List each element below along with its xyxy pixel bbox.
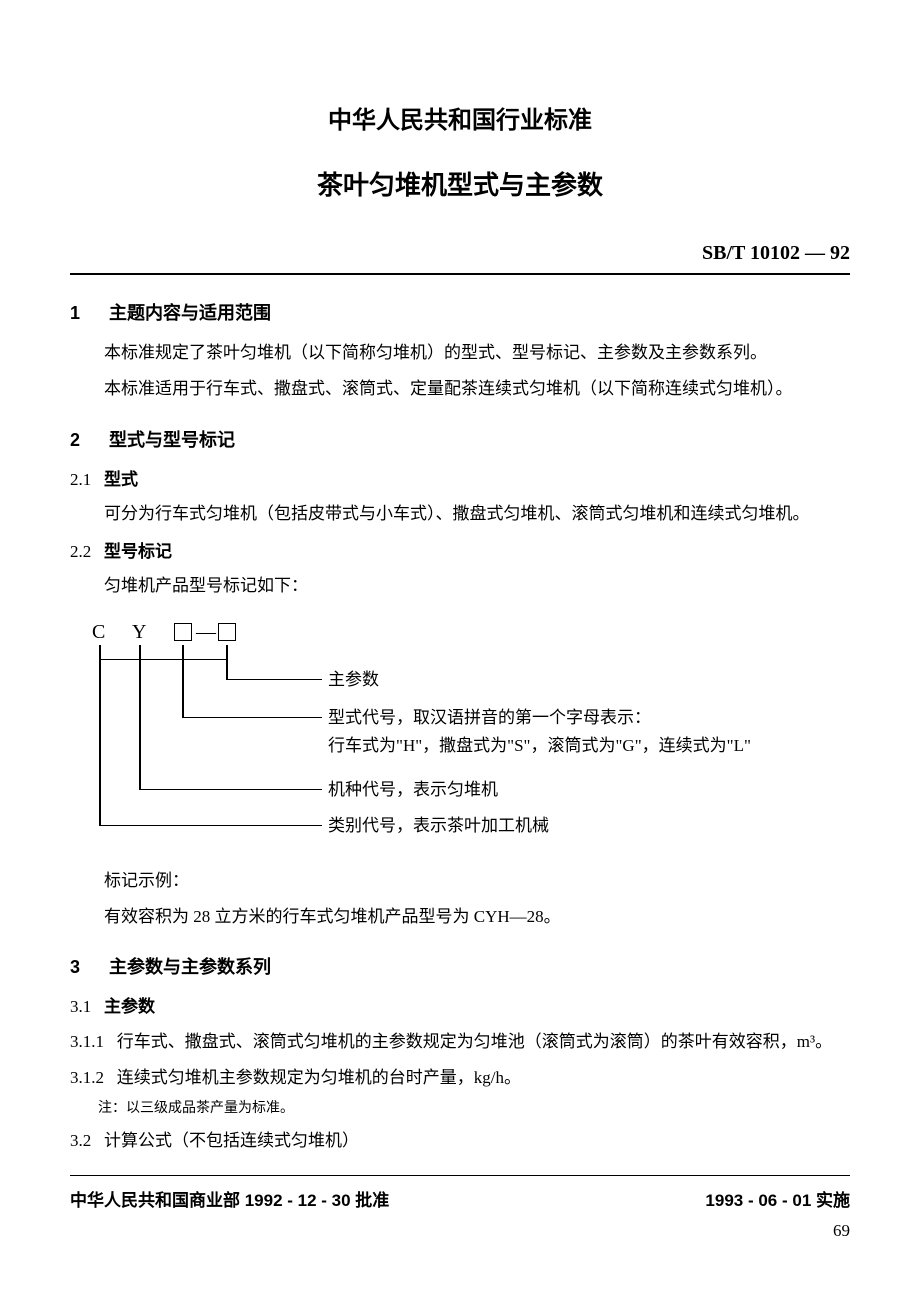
diagram-tick-y [139,645,141,659]
section-2-2-label: 型号标记 [104,542,172,561]
diagram-lead-1 [226,679,322,681]
section-3-1-2-text: 连续式匀堆机主参数规定为匀堆机的台时产量，kg/h。 [117,1068,521,1087]
section-1-num: 1 [70,303,104,324]
example-heading: 标记示例： [70,865,850,897]
bottom-rule [70,1175,850,1176]
section-3-heading: 3 主参数与主参数系列 [70,953,850,979]
footer-approval: 中华人民共和国商业部 1992 - 12 - 30 批准 [70,1186,389,1211]
section-3-2: 3.2 计算公式（不包括连续式匀堆机） [70,1125,850,1157]
document-title: 茶叶匀堆机型式与主参数 [70,165,850,202]
section-3-2-num: 3.2 [70,1131,91,1150]
section-3-1-label: 主参数 [104,997,155,1016]
section-2-1-num: 2.1 [70,470,91,489]
model-code-diagram: C Y — 主参数 型式代号，取汉语拼音的第一个字母表示： 行车式为"H"，撒盘… [92,621,850,851]
diagram-v-box1 [182,659,184,717]
section-3-1-heading: 3.1 主参数 [70,991,850,1023]
top-rule [70,273,850,275]
diagram-v-y [139,659,141,789]
diagram-letter-c: C [92,621,105,644]
standard-header: 中华人民共和国行业标准 [70,100,850,135]
section-2-2-p: 匀堆机产品型号标记如下： [70,570,850,602]
section-3-1-2: 3.1.2 连续式匀堆机主参数规定为匀堆机的台时产量，kg/h。 [70,1062,850,1094]
page-number: 69 [70,1221,850,1241]
section-3-2-text: 计算公式（不包括连续式匀堆机） [104,1131,359,1150]
section-3-1-num: 3.1 [70,997,91,1016]
section-3-1-1: 3.1.1 行车式、撒盘式、滚筒式匀堆机的主参数规定为匀堆池（滚筒式为滚筒）的茶… [70,1026,850,1058]
diagram-lead-4 [99,825,322,827]
section-3-1-1-text: 行车式、撒盘式、滚筒式匀堆机的主参数规定为匀堆池（滚筒式为滚筒）的茶叶有效容积，… [117,1032,832,1051]
section-1-heading: 1 主题内容与适用范围 [70,299,850,325]
section-2-title: 型式与型号标记 [109,430,235,450]
diagram-label-1: 主参数 [328,667,379,693]
example-text: 有效容积为 28 立方米的行车式匀堆机产品型号为 CYH—28。 [70,901,850,933]
section-3-1-1-num: 3.1.1 [70,1032,104,1051]
diagram-v-c [99,659,101,825]
diagram-letter-y: Y [132,621,146,644]
diagram-lead-3 [139,789,322,791]
diagram-tick-c [99,645,101,659]
section-2-2-num: 2.2 [70,542,91,561]
diagram-top-hline [99,659,228,661]
diagram-tick-box1 [182,645,184,659]
footer-implementation: 1993 - 06 - 01 实施 [705,1186,850,1211]
section-3-title: 主参数与主参数系列 [109,957,271,977]
section-2-1-p: 可分为行车式匀堆机（包括皮带式与小车式）、撒盘式匀堆机、滚筒式匀堆机和连续式匀堆… [70,498,850,530]
section-2-1-heading: 2.1 型式 [70,464,850,496]
diagram-label-3: 机种代号，表示匀堆机 [328,777,498,803]
section-2-heading: 2 型式与型号标记 [70,426,850,452]
section-3-num: 3 [70,957,104,978]
diagram-label-4: 类别代号，表示茶叶加工机械 [328,813,549,839]
diagram-v-box2 [226,659,228,679]
section-3-1-2-num: 3.1.2 [70,1068,104,1087]
section-2-1-label: 型式 [104,470,138,489]
diagram-tick-box2 [226,645,228,659]
diagram-lead-2 [182,717,322,719]
section-1-p1: 本标准规定了茶叶匀堆机（以下简称匀堆机）的型式、型号标记、主参数及主参数系列。 [70,337,850,369]
section-3-note: 注：以三级成品茶产量为标准。 [70,1098,850,1120]
section-1-p2: 本标准适用于行车式、撒盘式、滚筒式、定量配茶连续式匀堆机（以下简称连续式匀堆机）… [70,373,850,405]
document-code: SB/T 10102 — 92 [70,242,850,265]
diagram-label-2a: 型式代号，取汉语拼音的第一个字母表示： [328,705,651,731]
diagram-box-1 [174,623,192,641]
diagram-dash: — [196,621,216,644]
footer: 中华人民共和国商业部 1992 - 12 - 30 批准 1993 - 06 -… [70,1186,850,1211]
diagram-label-2b: 行车式为"H"，撒盘式为"S"，滚筒式为"G"，连续式为"L" [328,733,751,759]
section-2-2-heading: 2.2 型号标记 [70,536,850,568]
diagram-box-2 [218,623,236,641]
section-1-title: 主题内容与适用范围 [109,303,271,323]
section-2-num: 2 [70,430,104,451]
